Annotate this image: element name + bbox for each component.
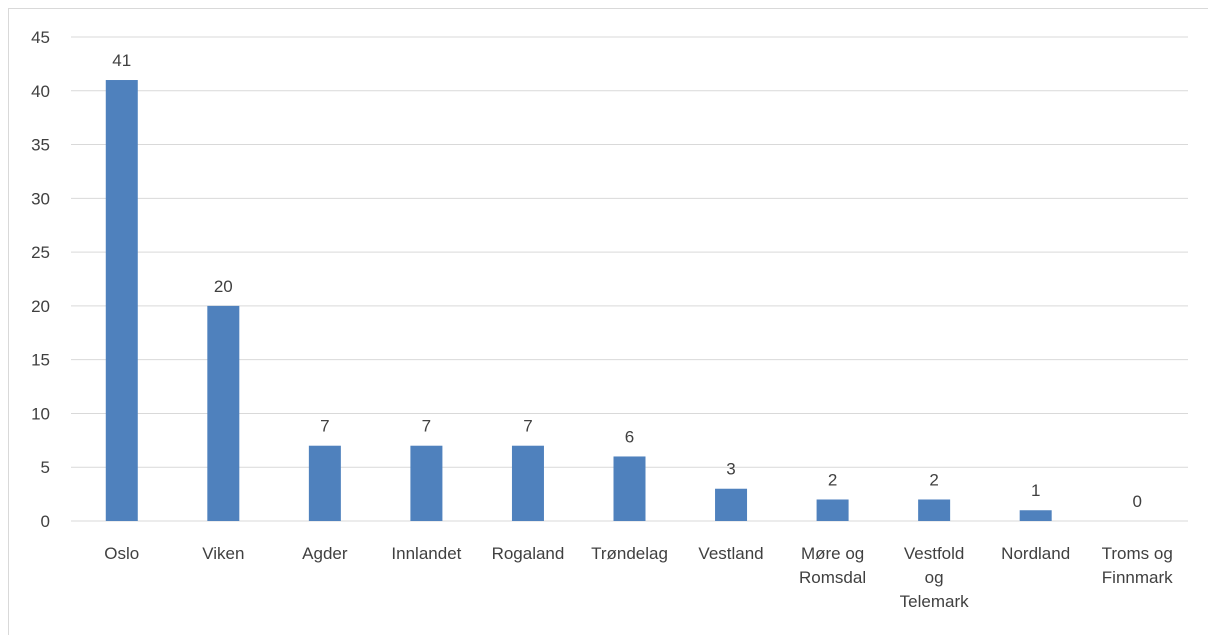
data-label: 2 xyxy=(828,470,837,489)
bar xyxy=(308,445,341,521)
data-label: 7 xyxy=(320,417,329,436)
bar xyxy=(613,456,646,521)
x-tick-label: Finnmark xyxy=(1102,568,1173,587)
y-tick-label: 5 xyxy=(41,458,50,477)
x-tick-label: Oslo xyxy=(104,544,139,563)
data-label: 0 xyxy=(1132,492,1141,511)
x-tick-label: Trøndelag xyxy=(591,544,668,563)
data-labels: 41 20 7 7 7 6 3 2 2 1 0 xyxy=(112,51,1142,511)
chart-frame xyxy=(8,8,1208,635)
x-tick-label: og xyxy=(925,568,944,587)
y-axis: 0 5 10 15 20 25 30 35 40 45 xyxy=(31,28,50,531)
x-tick-label: Agder xyxy=(302,544,348,563)
y-tick-label: 45 xyxy=(31,28,50,47)
y-tick-label: 20 xyxy=(31,297,50,316)
data-label: 1 xyxy=(1031,481,1040,500)
bar xyxy=(1019,510,1052,521)
x-tick-label: Nordland xyxy=(1001,544,1070,563)
x-tick-label: Troms og xyxy=(1102,544,1173,563)
y-tick-label: 15 xyxy=(31,351,50,370)
bar xyxy=(511,445,544,521)
data-label: 41 xyxy=(112,51,131,70)
y-tick-label: 35 xyxy=(31,136,50,155)
x-axis: Oslo Viken Agder Innlandet Rogaland Trøndelag… xyxy=(104,544,1173,611)
data-label: 2 xyxy=(929,470,938,489)
y-tick-label: 10 xyxy=(31,404,50,423)
y-tick-label: 0 xyxy=(41,512,50,531)
bar xyxy=(715,488,748,521)
bar xyxy=(816,499,849,521)
data-label: 3 xyxy=(726,460,735,479)
x-tick-label: Vestfold xyxy=(904,544,965,563)
y-tick-label: 40 xyxy=(31,82,50,101)
x-tick-label: Viken xyxy=(202,544,244,563)
y-tick-label: 25 xyxy=(31,243,50,262)
bar xyxy=(918,499,951,521)
data-label: 7 xyxy=(523,417,532,436)
bar xyxy=(207,305,240,521)
x-tick-label: Vestland xyxy=(698,544,763,563)
data-label: 6 xyxy=(625,427,634,446)
bar xyxy=(410,445,443,521)
data-label: 20 xyxy=(214,277,233,296)
y-tick-label: 30 xyxy=(31,189,50,208)
bars xyxy=(105,80,1052,522)
data-label: 7 xyxy=(422,417,431,436)
x-tick-label: Telemark xyxy=(900,592,969,611)
x-tick-label: Rogaland xyxy=(492,544,565,563)
x-tick-label: Innlandet xyxy=(391,544,461,563)
x-tick-label: Romsdal xyxy=(799,568,866,587)
bar xyxy=(105,80,138,522)
x-tick-label: Møre og xyxy=(801,544,864,563)
